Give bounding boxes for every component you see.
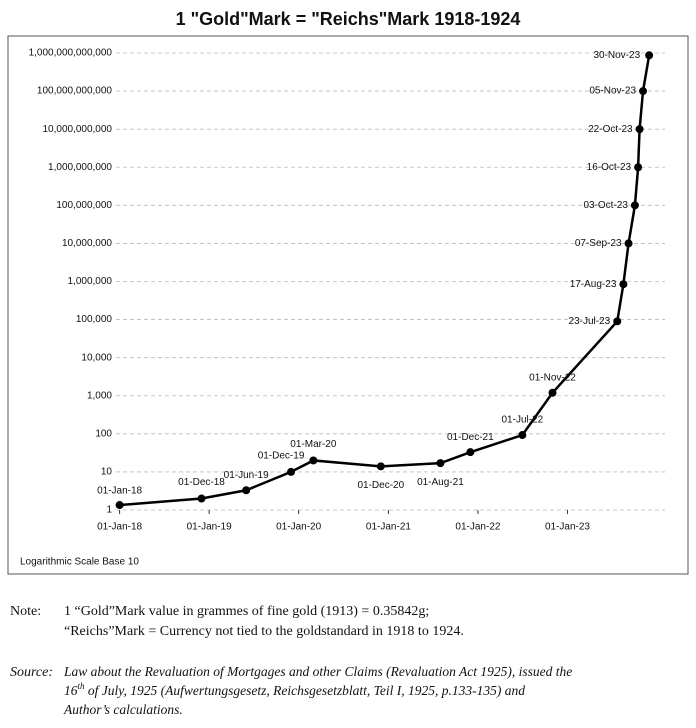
point-label: 01-Jan-18 (97, 486, 142, 497)
point (630, 201, 639, 210)
source-line: 16th of July, 1925 (Aufwertungsgesetz, R… (64, 681, 525, 698)
point (613, 317, 622, 326)
y-tick-label: 1,000 (87, 390, 112, 401)
point-label: 17-Aug-23 (570, 279, 617, 290)
y-tick-label: 100,000,000 (56, 200, 112, 211)
point (639, 87, 648, 96)
y-tick-label: 1,000,000 (68, 276, 113, 287)
point (548, 388, 557, 397)
y-tick-label: 100 (95, 428, 112, 439)
point-label: 01-Dec-20 (357, 480, 404, 491)
x-tick-label: 01-Jan-23 (545, 522, 590, 533)
point-label: 01-Nov-22 (529, 372, 576, 383)
y-tick-label: 10,000,000 (62, 238, 112, 249)
superscript: th (78, 681, 86, 691)
point-label: 30-Nov-23 (593, 50, 640, 61)
point-label: 01-Mar-20 (290, 439, 337, 450)
point-label: 01-Dec-19 (258, 451, 305, 462)
x-tick-label: 01-Jan-20 (276, 522, 321, 533)
point-label: 23-Jul-23 (569, 316, 611, 327)
x-tick-label: 01-Jan-21 (366, 522, 411, 533)
point-label: 03-Oct-23 (583, 200, 628, 211)
point-label: 07-Sep-23 (575, 238, 622, 249)
point-label: 01-Jul-22 (501, 415, 543, 426)
source-label: Source: (10, 665, 53, 680)
point-label: 01-Dec-18 (178, 477, 225, 488)
note-line: “Reichs”Mark = Currency not tied to the … (64, 624, 464, 639)
point (619, 280, 628, 289)
source-line: Law about the Revaluation of Mortgages a… (63, 664, 572, 679)
point-label: 22-Oct-23 (588, 124, 633, 135)
line (119, 55, 651, 507)
source-text: of July, 1925 (Aufwertungsgesetz, Reichs… (85, 683, 526, 698)
chart-frame (7, 35, 689, 575)
point (115, 501, 124, 510)
source-line: Author’s calculations. (63, 702, 183, 717)
point-label: 01-Dec-21 (447, 432, 494, 443)
y-tick-label: 100,000 (76, 314, 113, 325)
source-text: 16 (64, 683, 78, 698)
point (624, 239, 633, 248)
x-tick-label: 01-Jan-19 (187, 522, 232, 533)
point (436, 459, 445, 468)
y-tick-label: 1,000,000,000,000 (29, 48, 113, 59)
y-tick-label: 1,000,000,000 (48, 162, 112, 173)
point (645, 51, 654, 60)
x-tick-label: 01-Jan-22 (455, 522, 500, 533)
y-tick-label: 100,000,000,000 (37, 86, 113, 97)
y-tick-label: 10,000,000,000 (42, 124, 112, 135)
y-tick-label: 10 (101, 467, 113, 478)
point (309, 456, 318, 465)
note-label: Note: (10, 604, 41, 619)
scale-note: Logarithmic Scale Base 10 (20, 557, 139, 568)
point-label: 16-Oct-23 (587, 162, 632, 173)
point (242, 486, 251, 495)
y-tick-label: 10,000 (81, 352, 112, 363)
x-tick-label: 01-Jan-18 (97, 522, 142, 533)
point (518, 431, 527, 440)
point (287, 467, 296, 476)
point-label: 05-Nov-23 (589, 86, 636, 97)
note-line: 1 “Gold”Mark value in grammes of fine go… (64, 604, 429, 619)
point (634, 163, 643, 172)
point (466, 448, 475, 457)
point (197, 494, 206, 503)
point (376, 462, 385, 471)
point-label: 01-Aug-21 (417, 477, 464, 488)
chart-title: 1 "Gold"Mark = "Reichs"Mark 1918-1924 (176, 9, 521, 29)
y-tick-label: 1 (106, 505, 112, 516)
point (635, 125, 644, 134)
point-label: 01-Jun-19 (224, 470, 269, 481)
